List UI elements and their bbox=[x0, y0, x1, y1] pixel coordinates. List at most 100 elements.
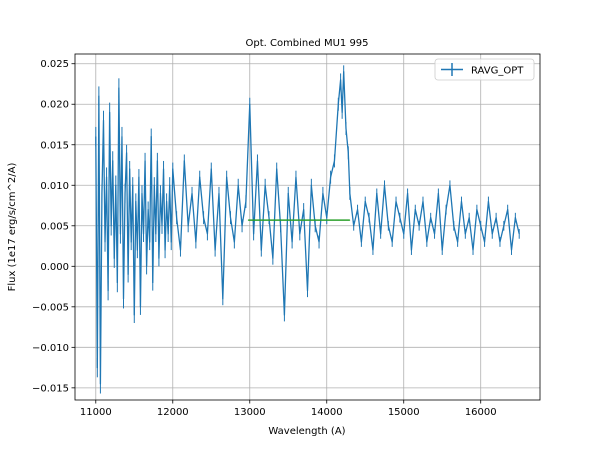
data-point bbox=[109, 111, 111, 113]
data-point bbox=[495, 217, 497, 219]
data-point bbox=[434, 233, 435, 235]
data-point bbox=[314, 225, 316, 227]
data-point bbox=[345, 128, 347, 129]
data-point bbox=[101, 192, 103, 194]
data-point bbox=[391, 241, 393, 243]
data-point bbox=[245, 201, 247, 202]
data-point bbox=[187, 225, 189, 227]
data-point bbox=[130, 241, 132, 243]
series-layer bbox=[95, 65, 520, 394]
data-point bbox=[241, 225, 243, 227]
data-point bbox=[120, 233, 121, 235]
data-point bbox=[260, 249, 262, 251]
x-axis-ticks: 11000 12000 13000 14000 15000 16000 bbox=[80, 400, 497, 418]
data-point bbox=[195, 241, 197, 243]
data-point bbox=[349, 219, 351, 221]
x-tick-label: 11000 bbox=[80, 407, 112, 418]
data-point bbox=[514, 217, 516, 219]
data-point bbox=[387, 225, 389, 227]
data-point bbox=[414, 209, 416, 210]
data-point bbox=[214, 249, 216, 251]
y-tick-label: 0.000 bbox=[40, 262, 69, 273]
data-point bbox=[166, 201, 168, 202]
data-point bbox=[337, 103, 339, 105]
data-point bbox=[126, 152, 127, 154]
data-point bbox=[233, 241, 235, 243]
y-tick-label: −0.015 bbox=[32, 383, 69, 394]
data-point bbox=[480, 225, 482, 227]
data-point bbox=[140, 306, 141, 308]
data-point bbox=[138, 176, 140, 178]
data-point bbox=[106, 176, 107, 178]
data-point bbox=[150, 136, 152, 138]
y-axis-ticks: −0.015 −0.010 −0.005 0.000 0.005 0.010 0.015 0.… bbox=[32, 59, 75, 394]
data-point bbox=[488, 201, 489, 202]
data-point bbox=[124, 192, 126, 194]
y-tick-label: 0.015 bbox=[40, 140, 69, 151]
data-point bbox=[353, 225, 355, 227]
data-point bbox=[133, 314, 135, 316]
data-point bbox=[307, 290, 308, 292]
data-point bbox=[135, 201, 137, 202]
data-point bbox=[167, 233, 169, 235]
data-point bbox=[104, 241, 106, 243]
data-point bbox=[144, 160, 146, 162]
data-point bbox=[491, 233, 493, 235]
data-point bbox=[113, 257, 115, 259]
data-point bbox=[468, 217, 470, 219]
data-point bbox=[121, 136, 123, 138]
data-point bbox=[156, 160, 158, 162]
data-point bbox=[368, 217, 370, 219]
data-point bbox=[98, 95, 100, 97]
data-point bbox=[395, 201, 397, 202]
data-point bbox=[107, 290, 109, 292]
data-point bbox=[276, 168, 278, 170]
data-point bbox=[146, 265, 147, 267]
data-point bbox=[380, 233, 382, 235]
data-point bbox=[247, 219, 249, 221]
legend-box bbox=[434, 58, 535, 81]
data-point bbox=[176, 217, 178, 219]
data-point bbox=[161, 225, 163, 227]
data-point bbox=[96, 367, 98, 368]
data-point bbox=[103, 120, 104, 121]
chart-title: Opt. Combined MU1 995 bbox=[245, 38, 368, 49]
data-point bbox=[170, 241, 172, 243]
y-tick-label: 0.005 bbox=[40, 221, 69, 232]
data-point bbox=[152, 282, 154, 283]
x-tick-label: 12000 bbox=[157, 407, 189, 418]
data-point bbox=[437, 192, 439, 194]
data-point bbox=[110, 225, 112, 227]
data-point bbox=[164, 249, 166, 251]
data-point bbox=[322, 192, 324, 194]
data-point bbox=[472, 249, 474, 251]
data-point bbox=[407, 192, 408, 194]
y-tick-label: −0.010 bbox=[32, 343, 69, 354]
data-point bbox=[518, 233, 520, 235]
y-tick-label: 0.010 bbox=[40, 181, 69, 192]
data-point bbox=[403, 233, 405, 235]
data-point bbox=[384, 184, 385, 186]
data-point bbox=[399, 217, 401, 219]
data-point bbox=[449, 184, 451, 186]
data-point bbox=[334, 160, 335, 162]
data-point bbox=[132, 184, 134, 186]
data-point bbox=[476, 209, 478, 210]
data-point bbox=[445, 209, 447, 210]
x-tick-label: 14000 bbox=[311, 407, 343, 418]
data-point bbox=[426, 241, 428, 243]
x-tick-label: 13000 bbox=[234, 407, 266, 418]
data-point bbox=[507, 209, 509, 210]
data-point bbox=[199, 176, 201, 178]
data-point bbox=[127, 274, 129, 275]
data-point bbox=[280, 225, 281, 227]
data-point bbox=[326, 217, 328, 219]
data-point bbox=[163, 168, 164, 170]
data-point bbox=[112, 160, 114, 162]
plot-frame bbox=[74, 53, 541, 401]
data-point bbox=[295, 176, 297, 178]
data-point bbox=[230, 217, 231, 219]
series-line-ravg-opt bbox=[95, 71, 520, 385]
x-tick-label: 15000 bbox=[388, 407, 420, 418]
